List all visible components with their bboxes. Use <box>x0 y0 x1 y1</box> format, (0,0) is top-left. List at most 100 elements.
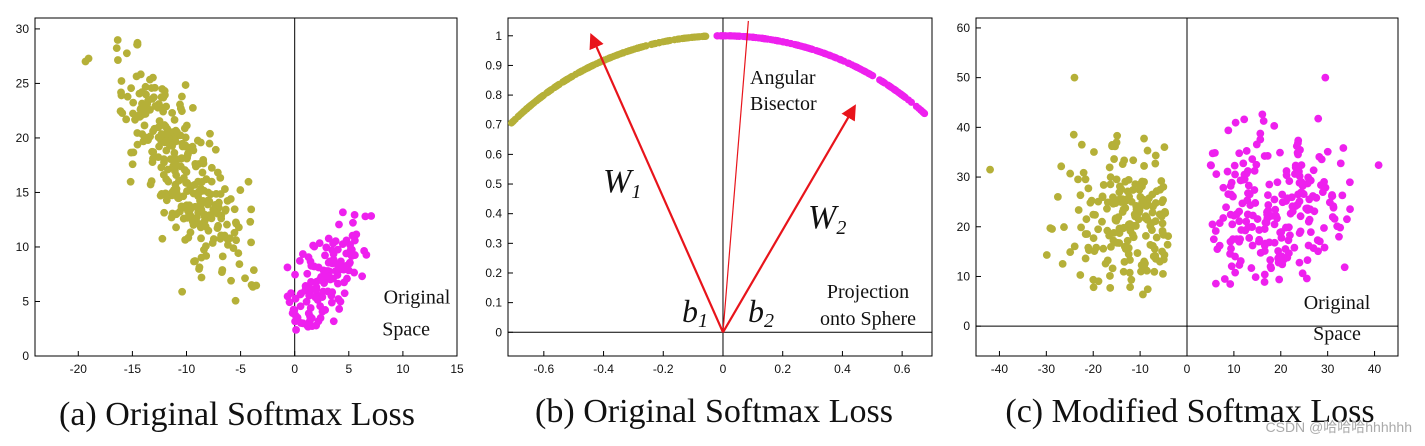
data-point <box>1313 236 1322 245</box>
zero-lines-b <box>508 18 932 356</box>
label-onto-sphere: onto Sphere <box>820 308 916 330</box>
data-point <box>180 124 189 133</box>
data-point <box>1231 118 1240 127</box>
data-point <box>1118 195 1127 204</box>
data-point <box>214 221 223 230</box>
x-tick-label: -30 <box>1038 362 1056 376</box>
y-tick-label: 25 <box>16 76 30 90</box>
points-b <box>507 32 929 127</box>
data-point <box>170 115 179 124</box>
y-tick-label: 0.8 <box>485 88 502 102</box>
data-point <box>1098 192 1107 201</box>
panel-c: -40 -30 -20 -10 0 10 20 30 40 0 10 20 30 40 50 60 Origi… <box>957 17 1399 430</box>
data-point <box>334 295 343 303</box>
data-point <box>229 244 238 253</box>
data-point <box>200 211 209 220</box>
data-point <box>852 63 860 71</box>
y-tick-label: 40 <box>957 120 971 134</box>
data-point <box>303 321 312 330</box>
data-point <box>241 274 249 283</box>
data-point <box>1115 229 1124 238</box>
data-point <box>247 205 256 214</box>
data-point <box>223 196 232 205</box>
data-point <box>1250 167 1259 175</box>
data-point <box>1151 151 1160 160</box>
data-point <box>172 210 180 219</box>
data-point <box>1140 162 1148 170</box>
data-point <box>361 212 370 221</box>
data-point <box>227 276 235 285</box>
data-point <box>1074 206 1083 214</box>
data-point <box>211 145 220 154</box>
data-point <box>1248 241 1257 250</box>
data-point <box>1151 159 1160 168</box>
data-point <box>283 263 292 272</box>
data-point <box>318 307 327 316</box>
data-point <box>1076 191 1085 200</box>
data-point <box>338 208 347 217</box>
data-point <box>1089 234 1098 243</box>
data-point <box>319 287 328 296</box>
x-tick-label: 0 <box>291 362 298 376</box>
data-point <box>1320 178 1328 186</box>
data-point <box>1139 195 1148 204</box>
data-point <box>1295 179 1304 187</box>
data-point <box>1209 235 1218 244</box>
x-tick-label: 0 <box>720 362 727 376</box>
data-point <box>148 94 157 103</box>
data-point <box>139 104 148 113</box>
label-projection: Projection <box>827 281 909 303</box>
data-point <box>333 271 342 279</box>
data-point <box>1084 184 1093 193</box>
data-point <box>205 139 214 148</box>
data-point <box>343 274 351 283</box>
data-point <box>1089 210 1098 219</box>
data-point <box>1106 173 1115 182</box>
data-point <box>321 251 329 260</box>
data-point <box>168 108 177 117</box>
data-point <box>1220 275 1229 283</box>
data-point <box>1336 223 1345 232</box>
data-point <box>1303 256 1312 264</box>
y-tick-label: 0 <box>22 349 29 363</box>
data-point <box>117 91 126 100</box>
data-point <box>1159 230 1168 239</box>
data-point <box>319 272 328 281</box>
data-point <box>1235 207 1244 216</box>
data-point <box>1256 129 1265 138</box>
data-point <box>1069 130 1078 139</box>
x-tick-label: -20 <box>70 362 88 376</box>
data-point <box>1148 190 1157 199</box>
data-point <box>1070 73 1079 82</box>
data-point <box>128 160 137 169</box>
data-point <box>1141 231 1150 240</box>
data-point <box>1235 261 1244 269</box>
data-point <box>291 270 299 279</box>
data-point <box>1208 220 1217 229</box>
data-point <box>1227 262 1236 271</box>
data-point <box>244 177 253 186</box>
data-point <box>162 146 171 155</box>
data-point <box>114 56 122 64</box>
data-point <box>348 231 357 240</box>
data-point <box>199 159 208 168</box>
data-point <box>161 190 170 199</box>
data-point <box>223 220 231 229</box>
data-point <box>155 142 163 151</box>
data-point <box>588 62 596 70</box>
data-point <box>1339 144 1348 152</box>
data-point <box>1303 206 1312 214</box>
data-point <box>197 253 206 262</box>
data-point <box>118 109 127 118</box>
data-point <box>1060 223 1068 231</box>
data-point <box>1099 244 1108 253</box>
data-point <box>1211 279 1220 288</box>
data-point <box>1070 242 1079 251</box>
data-point <box>324 234 333 243</box>
data-point <box>536 94 544 102</box>
x-tick-label: 0.4 <box>834 362 851 376</box>
data-point <box>1212 170 1221 179</box>
data-point <box>1235 237 1244 246</box>
data-point <box>162 102 171 111</box>
data-point <box>360 247 369 255</box>
